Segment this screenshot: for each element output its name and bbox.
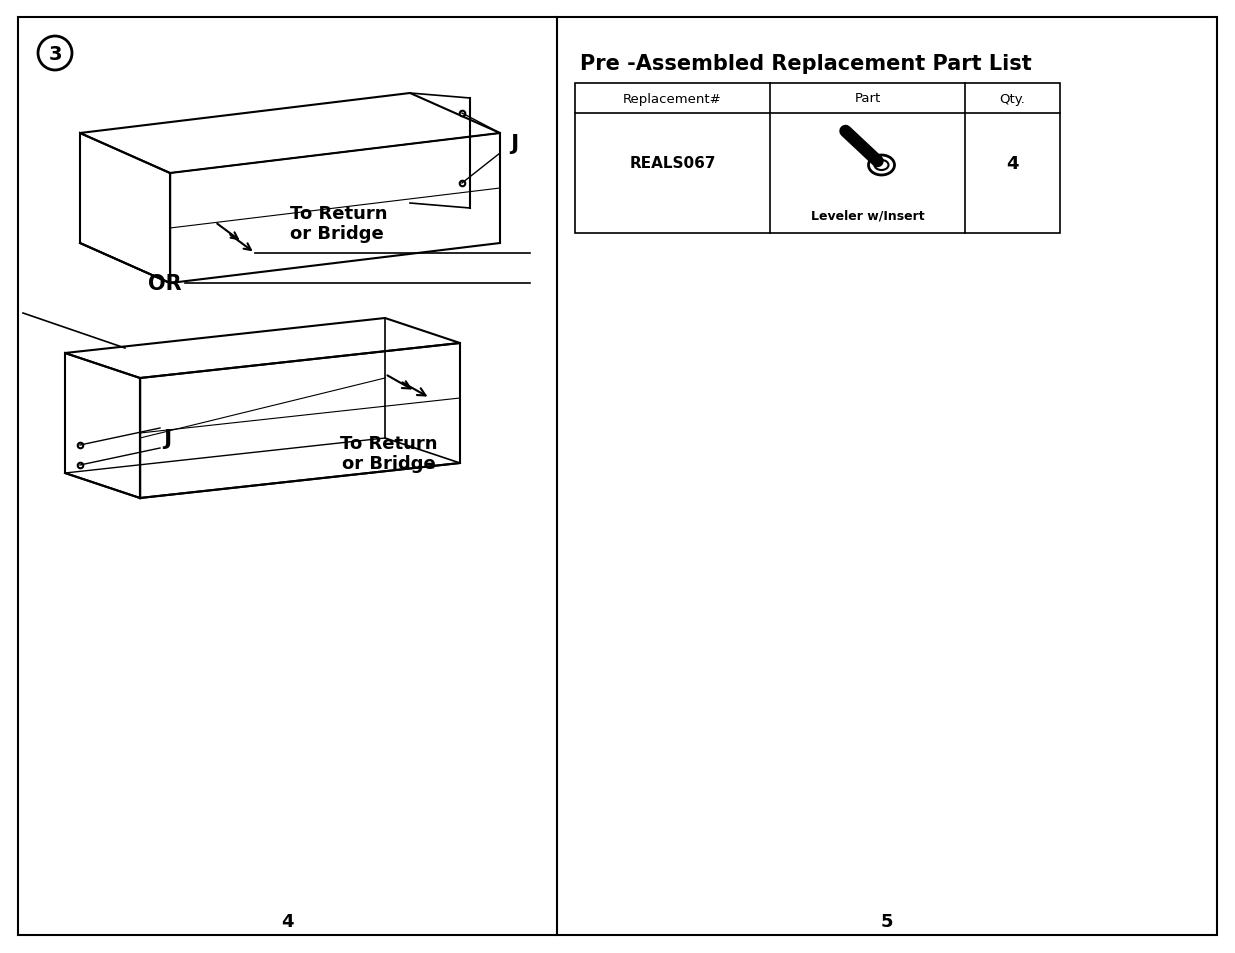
- Text: J: J: [510, 133, 519, 153]
- Text: 3: 3: [48, 45, 62, 64]
- Text: Qty.: Qty.: [999, 92, 1025, 106]
- Text: Part: Part: [855, 92, 881, 106]
- Text: Replacement#: Replacement#: [624, 92, 722, 106]
- Text: J: J: [163, 429, 172, 449]
- Text: 4: 4: [282, 912, 294, 930]
- Bar: [576, 84, 1060, 233]
- Text: To Return
or Bridge: To Return or Bridge: [340, 435, 437, 473]
- Text: Pre -Assembled Replacement Part List: Pre -Assembled Replacement Part List: [580, 54, 1031, 74]
- Text: 5: 5: [881, 912, 893, 930]
- Text: Leveler w/Insert: Leveler w/Insert: [810, 210, 924, 222]
- Text: 4: 4: [1007, 154, 1019, 172]
- Text: REALS067: REALS067: [630, 156, 716, 172]
- Text: To Return
or Bridge: To Return or Bridge: [290, 204, 388, 243]
- Text: OR: OR: [148, 274, 182, 294]
